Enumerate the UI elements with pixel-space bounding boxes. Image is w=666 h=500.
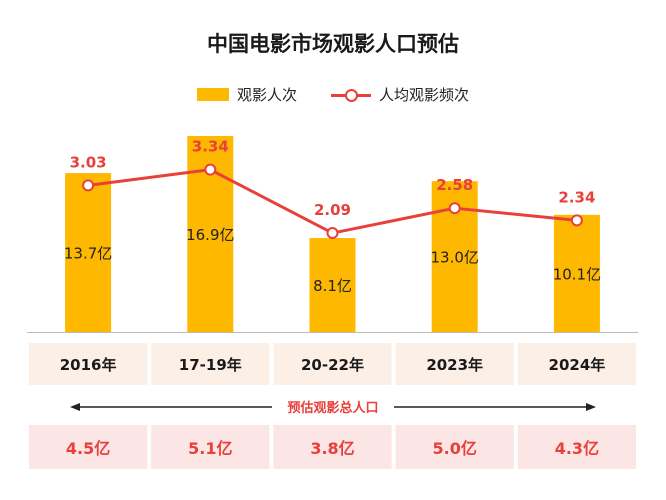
estimate-cell bbox=[517, 425, 636, 469]
legend-line-label: 人均观影频次 bbox=[379, 86, 470, 104]
line-value-label: 2.09 bbox=[314, 201, 351, 219]
legend-line-swatch bbox=[331, 88, 371, 102]
estimate-cell bbox=[395, 425, 514, 469]
estimate-arrowhead-left bbox=[70, 403, 80, 411]
line-point bbox=[448, 202, 461, 215]
line-point bbox=[204, 163, 217, 176]
line-point bbox=[82, 179, 95, 192]
line-value-label: 3.34 bbox=[192, 138, 229, 156]
estimate-value: 4.3亿 bbox=[555, 439, 599, 458]
category-cell bbox=[151, 343, 270, 385]
estimate-value: 3.8亿 bbox=[310, 439, 354, 458]
estimate-cell bbox=[29, 425, 148, 469]
legend-item-line: 人均观影频次 bbox=[331, 84, 469, 105]
bar-value-label: 8.1亿 bbox=[313, 277, 352, 295]
bar bbox=[309, 238, 356, 332]
category-label: 2016年 bbox=[60, 356, 117, 374]
estimate-cell bbox=[273, 425, 392, 469]
bar-value-label: 13.7亿 bbox=[64, 245, 112, 263]
legend-bar-swatch bbox=[196, 88, 229, 101]
bar bbox=[553, 214, 600, 332]
estimate-value: 5.1亿 bbox=[188, 439, 232, 458]
estimate-arrowhead-right bbox=[586, 403, 596, 411]
chart-title: 中国电影市场观影人口预估 bbox=[207, 32, 459, 56]
category-label: 2023年 bbox=[426, 356, 483, 374]
category-cell bbox=[29, 343, 148, 385]
line-value-label: 3.03 bbox=[70, 153, 107, 171]
estimate-value: 5.0亿 bbox=[433, 439, 477, 458]
category-cell bbox=[395, 343, 514, 385]
line-value-label: 2.34 bbox=[558, 188, 595, 206]
bar-value-label: 13.0亿 bbox=[430, 249, 478, 267]
estimate-label: 预估观影总人口 bbox=[287, 400, 378, 416]
line-point bbox=[326, 227, 339, 240]
legend: 观影人次 人均观影频次 bbox=[0, 84, 666, 105]
estimate-cell bbox=[151, 425, 270, 469]
estimate-value: 4.5亿 bbox=[66, 439, 110, 458]
category-cell bbox=[273, 343, 392, 385]
bar bbox=[65, 173, 112, 332]
category-label: 2024年 bbox=[549, 356, 606, 374]
legend-bar-label: 观影人次 bbox=[236, 86, 297, 104]
bar-value-label: 16.9亿 bbox=[186, 226, 234, 244]
line-value-label: 2.58 bbox=[436, 176, 473, 194]
legend-item-bar: 观影人次 bbox=[196, 84, 297, 105]
category-label: 17-19年 bbox=[179, 356, 242, 374]
category-cell bbox=[517, 343, 636, 385]
line-point bbox=[570, 214, 583, 227]
category-label: 20-22年 bbox=[301, 356, 364, 374]
bar-value-label: 10.1亿 bbox=[553, 265, 601, 283]
